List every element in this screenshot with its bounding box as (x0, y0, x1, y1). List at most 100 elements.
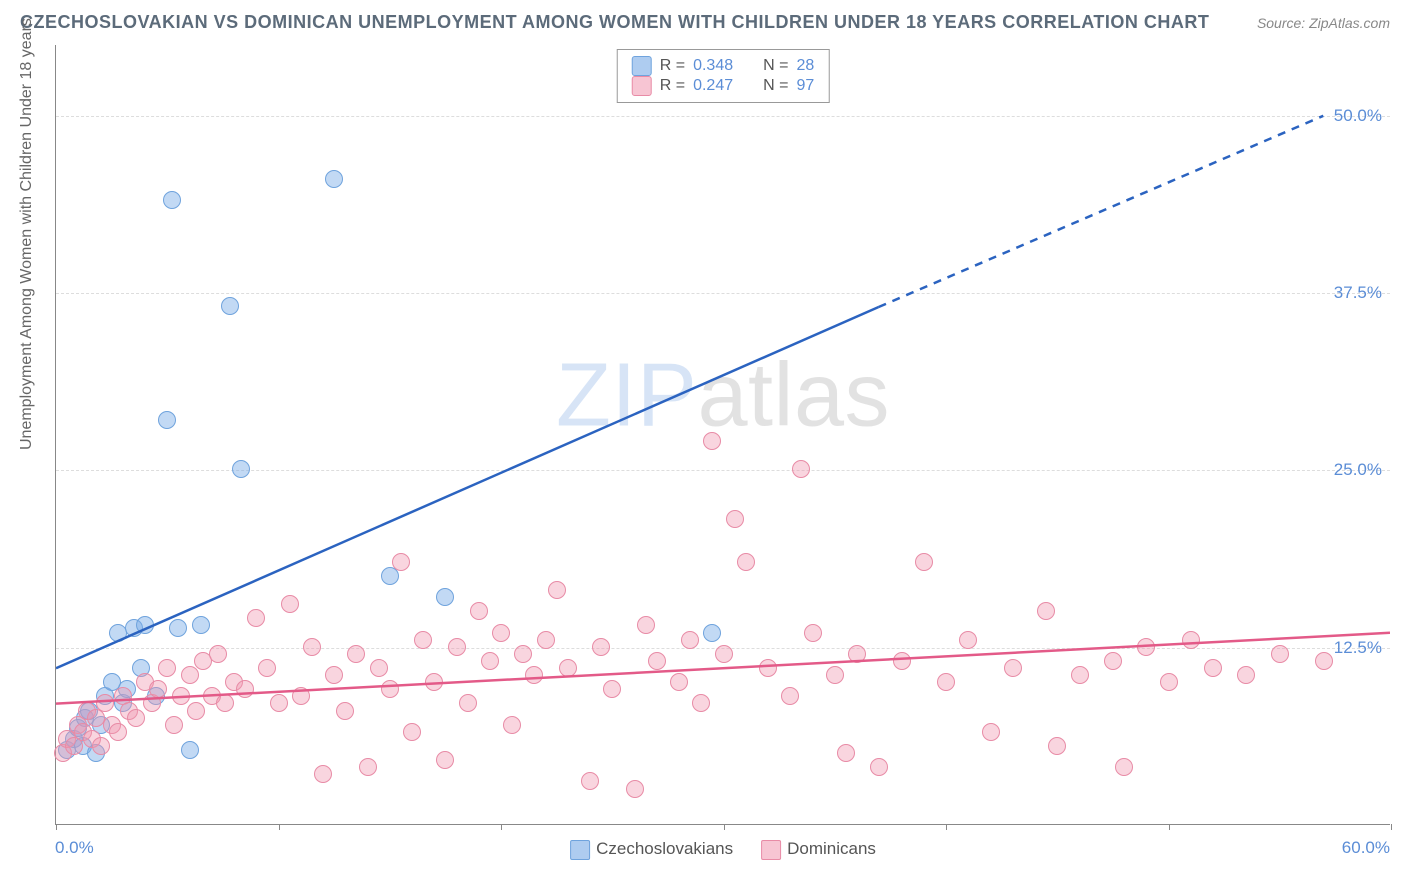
data-point (470, 602, 488, 620)
legend-r-value: 0.348 (693, 57, 733, 75)
data-point (1315, 652, 1333, 670)
legend-n-value: 97 (796, 77, 814, 95)
x-tick (279, 824, 280, 830)
data-point (592, 638, 610, 656)
data-point (703, 624, 721, 642)
data-point (1182, 631, 1200, 649)
legend-item: Dominicans (761, 839, 876, 860)
data-point (109, 723, 127, 741)
data-point (637, 616, 655, 634)
data-point (96, 694, 114, 712)
data-point (436, 588, 454, 606)
data-point (581, 772, 599, 790)
data-point (1115, 758, 1133, 776)
y-tick-label: 37.5% (1334, 283, 1382, 303)
data-point (937, 673, 955, 691)
data-point (270, 694, 288, 712)
data-point (236, 680, 254, 698)
source-label: Source: ZipAtlas.com (1257, 15, 1390, 31)
x-tick (501, 824, 502, 830)
data-point (247, 609, 265, 627)
data-point (848, 645, 866, 663)
y-tick-label: 50.0% (1334, 106, 1382, 126)
data-point (149, 680, 167, 698)
legend-label: Dominicans (787, 839, 876, 858)
legend-row: R =0.247N =97 (632, 76, 815, 96)
plot-area: ZIPatlas R =0.348N =28R =0.247N =97 Czec… (55, 45, 1390, 825)
data-point (221, 297, 239, 315)
watermark-zip: ZIP (556, 345, 698, 445)
data-point (715, 645, 733, 663)
data-point (448, 638, 466, 656)
data-point (692, 694, 710, 712)
legend-r-value: 0.247 (693, 77, 733, 95)
data-point (737, 553, 755, 571)
legend-n-label: N = (763, 77, 788, 95)
data-point (525, 666, 543, 684)
y-tick-label: 12.5% (1334, 638, 1382, 658)
data-point (232, 460, 250, 478)
data-point (436, 751, 454, 769)
gridline (56, 293, 1390, 294)
data-point (1160, 673, 1178, 691)
data-point (425, 673, 443, 691)
legend-swatch (632, 56, 652, 76)
gridline (56, 116, 1390, 117)
data-point (216, 694, 234, 712)
trend-lines (56, 45, 1390, 824)
data-point (370, 659, 388, 677)
data-point (626, 780, 644, 798)
data-point (1004, 659, 1022, 677)
data-point (1104, 652, 1122, 670)
data-point (172, 687, 190, 705)
data-point (781, 687, 799, 705)
data-point (826, 666, 844, 684)
data-point (537, 631, 555, 649)
data-point (281, 595, 299, 613)
data-point (258, 659, 276, 677)
data-point (381, 680, 399, 698)
data-point (192, 616, 210, 634)
data-point (726, 510, 744, 528)
data-point (959, 631, 977, 649)
y-axis-label: Unemployment Among Women with Children U… (18, 18, 36, 450)
data-point (165, 716, 183, 734)
data-point (503, 716, 521, 734)
data-point (1037, 602, 1055, 620)
data-point (136, 616, 154, 634)
data-point (325, 666, 343, 684)
data-point (163, 191, 181, 209)
legend-correlation: R =0.348N =28R =0.247N =97 (617, 49, 830, 103)
data-point (209, 645, 227, 663)
data-point (392, 553, 410, 571)
data-point (336, 702, 354, 720)
watermark-atlas: atlas (697, 345, 890, 445)
data-point (870, 758, 888, 776)
data-point (314, 765, 332, 783)
data-point (982, 723, 1000, 741)
y-tick-label: 25.0% (1334, 460, 1382, 480)
data-point (1204, 659, 1222, 677)
data-point (459, 694, 477, 712)
data-point (1237, 666, 1255, 684)
data-point (303, 638, 321, 656)
data-point (127, 709, 145, 727)
x-tick (1169, 824, 1170, 830)
data-point (181, 741, 199, 759)
data-point (325, 170, 343, 188)
watermark: ZIPatlas (556, 344, 890, 447)
data-point (292, 687, 310, 705)
data-point (92, 737, 110, 755)
legend-label: Czechoslovakians (596, 839, 733, 858)
legend-swatch (761, 840, 781, 860)
data-point (1271, 645, 1289, 663)
data-point (414, 631, 432, 649)
legend-swatch (570, 840, 590, 860)
chart-title: CZECHOSLOVAKIAN VS DOMINICAN UNEMPLOYMEN… (20, 12, 1209, 33)
data-point (403, 723, 421, 741)
data-point (648, 652, 666, 670)
data-point (1071, 666, 1089, 684)
legend-series: Czechoslovakians Dominicans (570, 839, 876, 860)
data-point (347, 645, 365, 663)
x-tick (1391, 824, 1392, 830)
